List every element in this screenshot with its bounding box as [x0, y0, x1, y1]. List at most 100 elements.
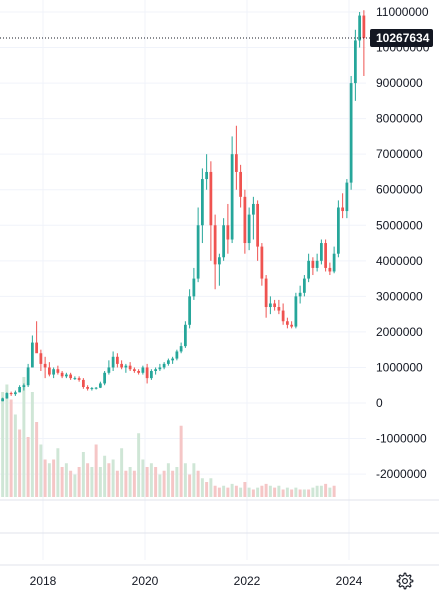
gear-icon[interactable]: [396, 572, 414, 590]
volume-bar: [256, 487, 260, 497]
candle-body: [264, 278, 268, 308]
volume-bar: [94, 444, 98, 497]
volume-bar: [132, 470, 136, 497]
candle-body: [158, 367, 162, 370]
candle-body: [90, 388, 94, 390]
volume-bar: [158, 474, 162, 497]
volume-bar: [234, 485, 238, 497]
volume-bar: [9, 399, 13, 497]
candle-body: [175, 351, 179, 359]
candle-body: [243, 196, 247, 244]
x-tick-label: 2022: [234, 574, 261, 588]
volume-bar: [311, 487, 315, 497]
candle-body: [336, 207, 340, 254]
candle-body: [328, 267, 332, 272]
candle-body: [52, 369, 56, 375]
volume-bar: [332, 485, 336, 497]
candle-body: [324, 243, 328, 268]
volume-bar: [30, 392, 34, 497]
volume-bar: [90, 467, 94, 497]
candle-body: [111, 356, 115, 368]
candle-body: [94, 387, 98, 389]
candle-body: [362, 15, 366, 39]
volume-bar: [111, 459, 115, 497]
candle-body: [171, 358, 175, 361]
volume-bar: [69, 470, 73, 497]
volume-bar: [145, 467, 149, 497]
volume-bar: [5, 384, 9, 497]
volume-bar: [47, 463, 51, 497]
candle-body: [98, 383, 102, 388]
overlay: 10267634: [0, 29, 433, 48]
candle-body: [35, 342, 39, 354]
y-tick-label: 3000000: [376, 289, 423, 303]
volume-bar: [324, 483, 328, 497]
candle-body: [64, 374, 68, 377]
candle-body: [115, 356, 119, 364]
volume-bar: [141, 459, 145, 497]
volume-bar: [226, 487, 230, 497]
volume-bar: [243, 482, 247, 497]
candle-body: [341, 207, 345, 212]
volume-bar: [268, 485, 272, 497]
candle-body: [128, 365, 132, 370]
candle-body: [196, 225, 200, 279]
candle-body: [137, 371, 141, 373]
volume-bar: [52, 459, 56, 497]
volume-bar: [247, 487, 251, 497]
candle-body: [132, 369, 136, 372]
candle-body: [273, 303, 277, 308]
volume-bar: [13, 414, 17, 497]
candle-body: [103, 372, 107, 384]
y-tick-label: -2000000: [376, 467, 427, 481]
volume-bar: [1, 392, 5, 497]
candles: [1, 10, 366, 402]
candle-body: [13, 392, 17, 395]
y-tick-label: -1000000: [376, 432, 427, 446]
volume-bar: [188, 474, 192, 497]
candle-body: [145, 367, 149, 379]
volume-bar: [149, 463, 153, 497]
candle-body: [298, 292, 302, 297]
candle-body: [213, 225, 217, 265]
candle-body: [234, 154, 238, 172]
grid: [0, 0, 439, 566]
volume-bar: [60, 467, 64, 497]
volume-bar: [260, 485, 264, 497]
candle-body: [290, 324, 294, 327]
candle-body: [358, 15, 362, 41]
y-tick-label: 7000000: [376, 147, 423, 161]
candle-body: [285, 321, 289, 325]
candle-body: [149, 371, 153, 379]
volume-bar: [319, 485, 323, 497]
candle-body: [81, 379, 85, 388]
x-axis[interactable]: 2018 2020 2022 2024: [30, 574, 363, 588]
volume-bar: [251, 489, 255, 497]
candle-body: [154, 369, 158, 372]
candle-body: [268, 303, 272, 308]
volume-bar: [281, 489, 285, 497]
candle-body: [251, 203, 255, 215]
candle-body: [86, 387, 90, 389]
volume-bar: [128, 467, 132, 497]
volume-bar: [137, 433, 141, 497]
y-tick-label: 8000000: [376, 112, 423, 126]
volume-bar: [166, 463, 170, 497]
volume-bar: [162, 470, 166, 497]
x-tick-label: 2024: [336, 574, 363, 588]
candle-body: [209, 171, 213, 226]
y-axis[interactable]: 1100000010000000900000080000007000000600…: [376, 5, 430, 481]
candle-body: [107, 367, 111, 373]
candle-body: [179, 346, 183, 352]
candle-body: [311, 260, 315, 268]
candle-body: [277, 307, 281, 311]
y-tick-label: 9000000: [376, 76, 423, 90]
volume-bar: [35, 422, 39, 497]
y-tick-label: 5000000: [376, 218, 423, 232]
volume-bar: [298, 489, 302, 497]
volume-bar: [43, 459, 47, 497]
candle-body: [1, 398, 5, 402]
candle-body: [9, 393, 13, 395]
